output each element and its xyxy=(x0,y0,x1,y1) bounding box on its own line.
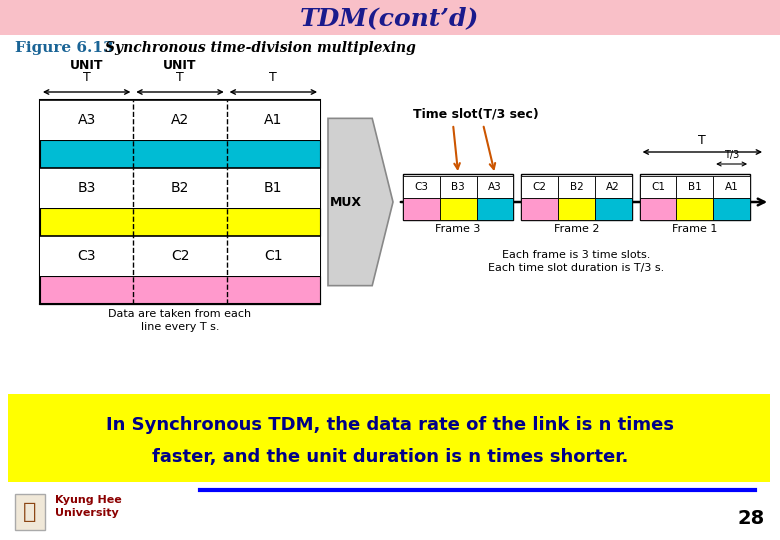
Text: Figure 6.13: Figure 6.13 xyxy=(15,41,114,55)
Bar xyxy=(640,198,676,220)
Text: A1: A1 xyxy=(264,113,282,127)
Bar xyxy=(40,208,320,236)
Bar xyxy=(40,100,320,140)
Text: Each frame is 3 time slots.: Each frame is 3 time slots. xyxy=(502,250,651,260)
Text: B2: B2 xyxy=(171,181,190,195)
Text: B1: B1 xyxy=(688,182,702,192)
Text: T: T xyxy=(269,71,277,84)
Bar xyxy=(40,236,320,276)
Text: C2: C2 xyxy=(171,249,190,263)
Text: Frame 2: Frame 2 xyxy=(554,224,599,234)
Text: B2: B2 xyxy=(569,182,583,192)
Bar xyxy=(477,198,513,220)
Text: A2: A2 xyxy=(606,182,620,192)
Text: TDM(cont’d): TDM(cont’d) xyxy=(300,6,480,30)
Bar xyxy=(676,198,713,220)
Bar xyxy=(440,198,477,220)
Text: T: T xyxy=(83,71,90,84)
Text: T: T xyxy=(698,134,706,147)
Bar xyxy=(595,198,632,220)
Text: A3: A3 xyxy=(77,113,96,127)
Text: line every T s.: line every T s. xyxy=(140,322,219,332)
Bar xyxy=(558,198,595,220)
Bar xyxy=(521,176,558,198)
Text: Data are taken from each: Data are taken from each xyxy=(108,309,252,319)
Bar xyxy=(40,100,320,304)
Text: B3: B3 xyxy=(452,182,465,192)
Text: University: University xyxy=(55,508,119,518)
Bar xyxy=(640,176,676,198)
Text: faster, and the unit duration is n times shorter.: faster, and the unit duration is n times… xyxy=(152,448,628,467)
Bar xyxy=(640,174,750,220)
Polygon shape xyxy=(328,118,393,286)
Bar xyxy=(521,198,558,220)
Text: A2: A2 xyxy=(171,113,189,127)
Bar xyxy=(713,176,750,198)
Bar xyxy=(403,174,513,220)
Text: C1: C1 xyxy=(264,249,282,263)
Text: C1: C1 xyxy=(651,182,665,192)
Text: Frame 3: Frame 3 xyxy=(435,224,480,234)
Text: Synchronous time-division multiplexing: Synchronous time-division multiplexing xyxy=(105,41,416,55)
Text: B3: B3 xyxy=(77,181,96,195)
Text: UNIT: UNIT xyxy=(163,59,197,72)
Bar xyxy=(40,276,320,304)
Text: Each time slot duration is T/3 s.: Each time slot duration is T/3 s. xyxy=(488,263,665,273)
Text: ⛪: ⛪ xyxy=(23,502,37,522)
Text: 28: 28 xyxy=(738,509,765,528)
Text: MUX: MUX xyxy=(330,195,362,208)
Text: A3: A3 xyxy=(488,182,502,192)
Text: T/3: T/3 xyxy=(724,150,739,160)
Text: Kyung Hee: Kyung Hee xyxy=(55,495,122,505)
Text: UNIT: UNIT xyxy=(70,59,104,72)
Text: Frame 1: Frame 1 xyxy=(672,224,718,234)
Bar xyxy=(477,176,513,198)
Text: A1: A1 xyxy=(725,182,739,192)
Text: In Synchronous TDM, the data rate of the link is n times: In Synchronous TDM, the data rate of the… xyxy=(106,416,674,434)
Bar xyxy=(403,198,440,220)
Bar xyxy=(521,174,632,220)
Bar xyxy=(713,198,750,220)
Bar xyxy=(558,176,595,198)
Text: C2: C2 xyxy=(533,182,547,192)
Bar xyxy=(15,494,45,530)
Bar xyxy=(8,394,770,482)
Text: T: T xyxy=(176,71,184,84)
Text: C3: C3 xyxy=(414,182,428,192)
Text: Time slot(T/3 sec): Time slot(T/3 sec) xyxy=(413,107,539,120)
Bar xyxy=(676,176,713,198)
Bar xyxy=(595,176,632,198)
Bar xyxy=(40,168,320,208)
Bar xyxy=(403,176,440,198)
Bar xyxy=(440,176,477,198)
Bar xyxy=(0,0,780,35)
Bar xyxy=(40,140,320,168)
Text: C3: C3 xyxy=(77,249,96,263)
Text: B1: B1 xyxy=(264,181,282,195)
